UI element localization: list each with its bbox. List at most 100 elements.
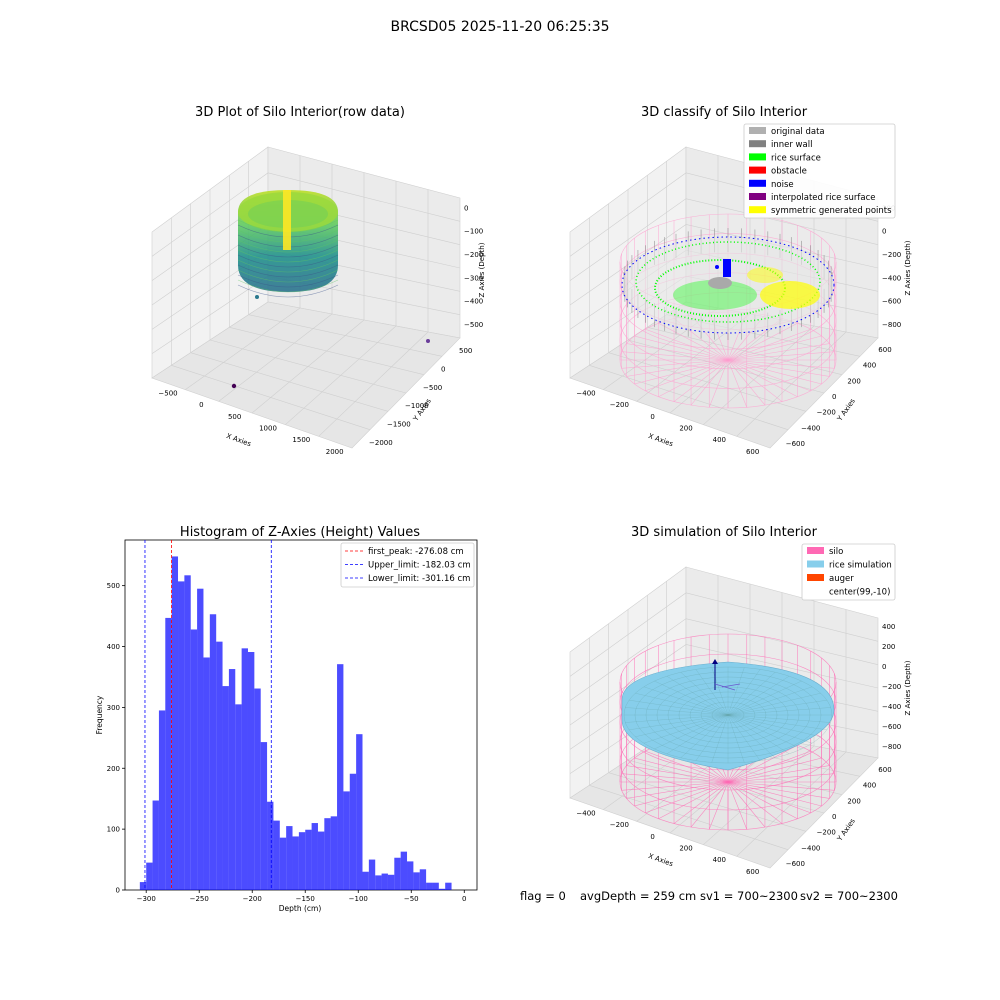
panel-raw-data: 3D Plot of Silo Interior(row data) (151, 105, 486, 456)
raw-panel-title: 3D Plot of Silo Interior(row data) (195, 105, 405, 120)
histogram-bar (146, 862, 153, 890)
y-tick-label: 200 (847, 797, 860, 805)
y-tick-label: 400 (863, 362, 876, 370)
z-tick-label: −100 (464, 228, 483, 236)
x-tick-label: 2000 (326, 448, 344, 456)
x-tick-label: 0 (199, 401, 203, 409)
x-tick-label: −50 (404, 895, 419, 903)
classify-point-cloud (619, 213, 837, 409)
y-tick-label: −400 (801, 844, 820, 852)
histogram-bar (267, 801, 274, 890)
raw-x-axis-label: X Axies (225, 432, 252, 448)
histogram-bar (426, 882, 433, 890)
x-tick-label: 200 (679, 425, 692, 433)
classify-z-axis-label: Z Axies (Depth) (904, 240, 912, 295)
y-tick-label: −600 (786, 440, 805, 448)
histogram-bar (286, 826, 293, 890)
classify-legend: original data inner wall rice surface obsta… (743, 123, 896, 219)
legend-entry: noise (771, 180, 794, 190)
histogram-bar (419, 869, 427, 890)
x-tick-label: −400 (576, 390, 595, 398)
x-tick-label: −500 (158, 390, 177, 398)
histogram-bar (152, 800, 159, 890)
status-line: flag = 0 avgDepth = 259 cm sv1 = 700~230… (520, 889, 898, 903)
z-tick-label: −300 (464, 274, 483, 282)
histogram-legend: first_peak: -276.08 cm Upper_limit: -182.… (340, 542, 475, 588)
legend-entry: center(99,-10) (829, 588, 890, 598)
histogram-bar (273, 820, 280, 890)
y-tick-label: 300 (107, 704, 120, 712)
classify-x-axis-label: X Axies (647, 432, 674, 448)
x-tick-label: −200 (610, 821, 629, 829)
x-tick-label: 0 (650, 833, 654, 841)
panel-classify: 3D classify of Silo Interior −400 −200 0 20… (569, 105, 912, 456)
y-tick-label: 400 (863, 782, 876, 790)
simulation-z-axis-label: Z Axies (Depth) (904, 660, 912, 715)
x-tick-label: 1500 (292, 436, 310, 444)
z-tick-label: −500 (464, 321, 483, 329)
legend-entry: symmetric generated points (771, 206, 892, 216)
histogram-bar (197, 588, 204, 890)
x-tick-label: 0 (650, 413, 654, 421)
histogram-bar (254, 688, 261, 890)
histogram-bar (330, 816, 338, 890)
histogram-bar (222, 686, 229, 890)
x-tick-label: −200 (610, 401, 629, 409)
y-tick-label: −200 (817, 409, 836, 417)
figure-title: BRCSD05 2025-11-20 06:25:35 (390, 19, 609, 35)
simulation-axis-ticks: −400−20002004006006004002000−200−400−600… (576, 623, 901, 876)
histogram-x-axis-label: Depth (cm) (279, 904, 322, 913)
z-tick-label: −400 (882, 274, 901, 282)
histogram-bar (171, 556, 179, 890)
y-tick-label: 100 (107, 826, 120, 834)
y-tick-label: 600 (878, 346, 891, 354)
z-tick-label: −800 (882, 321, 901, 329)
histogram-bar (368, 859, 376, 890)
legend-entry: interpolated rice surface (771, 193, 876, 203)
y-tick-label: 0 (832, 393, 836, 401)
histogram-bar (362, 871, 369, 890)
legend-entry: Upper_limit: -182.03 cm (368, 561, 471, 571)
histogram-bar (432, 882, 439, 890)
status-flag: flag = 0 (520, 889, 566, 903)
z-tick-label: 400 (882, 623, 895, 631)
histogram-bar (387, 874, 395, 890)
histogram-bar (298, 832, 306, 890)
classify-y-axis-label: Y Axies (835, 397, 857, 423)
legend-swatch (749, 153, 766, 161)
x-tick-label: 600 (746, 448, 759, 456)
x-tick-label: 400 (713, 856, 726, 864)
status-sv2: sv2 = 700~2300 (800, 889, 898, 903)
x-tick-label: −200 (243, 895, 262, 903)
histogram-bar (324, 818, 331, 890)
y-tick-label: 0 (832, 813, 836, 821)
z-tick-label: 0 (882, 228, 886, 236)
legend-entry: obstacle (771, 167, 807, 177)
histogram-bar (305, 829, 312, 890)
y-tick-label: 400 (107, 643, 120, 651)
raw-z-axis-label: Z Axies (Depth) (478, 242, 486, 297)
y-tick-label: 600 (878, 766, 891, 774)
legend-entry: rice simulation (829, 561, 892, 571)
y-tick-label: −600 (786, 860, 805, 868)
simulation-y-axis-label: Y Axies (835, 817, 857, 843)
y-tick-label: 500 (459, 347, 472, 355)
legend-swatch (749, 140, 766, 148)
histogram-bar (203, 657, 210, 890)
legend-swatch (749, 166, 766, 174)
histogram-bar (279, 837, 287, 890)
y-tick-label: −500 (423, 384, 442, 392)
histogram-bar (349, 773, 357, 890)
x-tick-label: −150 (296, 895, 315, 903)
histogram-bars (139, 556, 452, 890)
simulation-panel-title: 3D simulation of Silo Interior (631, 525, 818, 540)
legend-entry: Lower_limit: -301.16 cm (368, 574, 470, 584)
histogram-bar (216, 641, 223, 890)
histogram-bar (337, 664, 344, 890)
simulation-model (619, 633, 837, 831)
y-tick-label: 200 (847, 377, 860, 385)
x-tick-label: 600 (746, 868, 759, 876)
legend-entry: rice surface (771, 153, 821, 163)
histogram-bar (209, 614, 217, 890)
